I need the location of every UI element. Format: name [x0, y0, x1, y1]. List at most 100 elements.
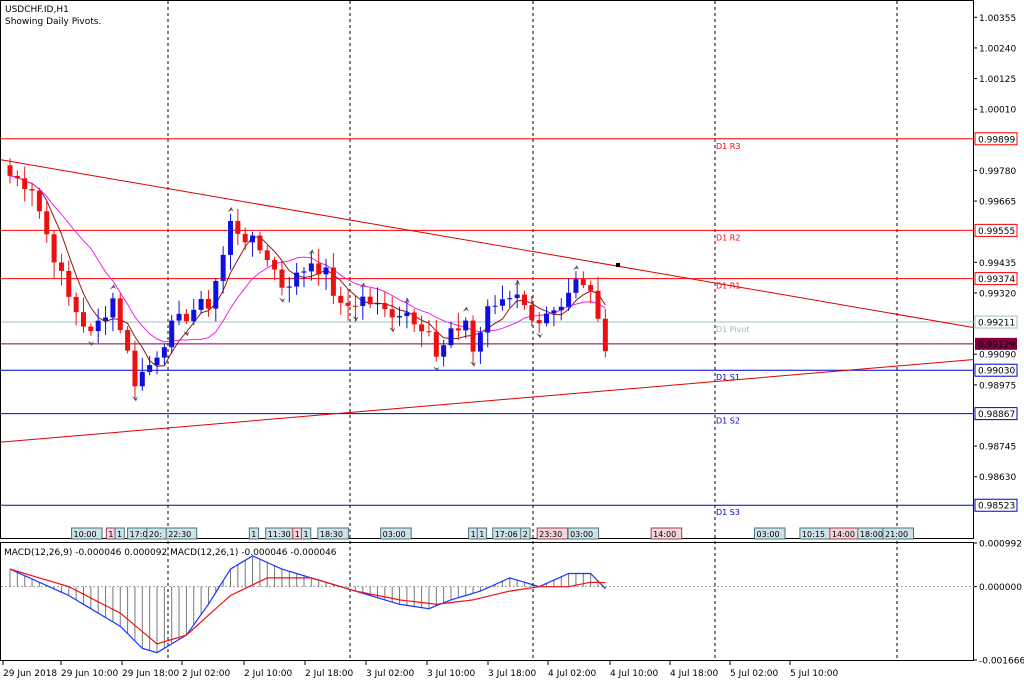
- candle-body: [110, 298, 116, 318]
- candle-body: [492, 305, 498, 307]
- trendline[interactable]: [0, 359, 975, 443]
- event-flag[interactable]: [165, 527, 198, 540]
- candle-body: [551, 310, 557, 314]
- candle-body: [132, 350, 138, 387]
- time-tick-label: 4 Jul 18:00: [670, 669, 719, 679]
- fractal-up-arrow: [572, 265, 579, 271]
- pivot-price-tag: [974, 498, 1018, 512]
- candle-body: [88, 326, 94, 332]
- fractal-up-arrow: [403, 298, 410, 304]
- pivot-label: D1 R2: [716, 233, 740, 242]
- candle-body: [426, 331, 432, 333]
- candle-body: [235, 220, 241, 234]
- candle-body: [338, 295, 344, 303]
- macd-tick-label: 0.000000: [979, 583, 1022, 593]
- event-flag[interactable]: [380, 527, 412, 540]
- pivot-price-label: 0.99555: [978, 227, 1015, 237]
- price-tick-label: 0.99665: [979, 198, 1016, 208]
- ma-fast-line: [9, 175, 606, 367]
- candle-body: [367, 296, 373, 305]
- candle-body: [36, 190, 42, 212]
- event-flag[interactable]: [650, 527, 683, 540]
- candle-body: [308, 263, 314, 272]
- event-flag[interactable]: [754, 527, 786, 540]
- pivot-label: D1 R1: [716, 282, 740, 291]
- time-tick-label: 5 Jul 02:00: [730, 669, 779, 679]
- pivot-price-tag: [974, 272, 1018, 286]
- price-tick-label: 0.98630: [979, 473, 1016, 483]
- candle-body: [125, 330, 131, 351]
- time-tick-label: 3 Jul 10:00: [427, 669, 476, 679]
- time-tick-label: 29 Jun 10:00: [61, 669, 118, 679]
- time-tick-label: 4 Jul 02:00: [548, 669, 597, 679]
- fractal-down-arrow: [131, 396, 138, 402]
- current-price-tag: [975, 337, 1017, 350]
- candle-body: [529, 305, 535, 321]
- candle-body: [558, 306, 564, 311]
- fractal-up-arrow: [462, 306, 469, 312]
- event-flag-label: 11:30: [268, 530, 291, 539]
- time-tick-label: 29 Jun 18:00: [122, 669, 179, 679]
- event-flag-label: 18:30: [320, 530, 343, 539]
- candle-body: [154, 357, 160, 366]
- trendline[interactable]: [0, 159, 975, 329]
- event-flag-label: 1: [108, 530, 113, 539]
- event-flag-label: 21:00: [885, 530, 908, 539]
- pivot-price-label: 0.99374: [978, 275, 1015, 285]
- price-tick-label: 0.99780: [979, 167, 1016, 177]
- candle-body: [397, 316, 403, 318]
- event-flag[interactable]: [567, 527, 600, 540]
- candle-body: [279, 269, 285, 288]
- ma-slow-line: [9, 175, 606, 343]
- pivot-price-label: 0.98523: [978, 502, 1015, 512]
- time-tick-label: 2 Jul 18:00: [305, 669, 354, 679]
- fractal-up-arrow: [109, 284, 116, 290]
- candle-body: [404, 312, 410, 317]
- candle-body: [485, 306, 491, 333]
- fractal-down-arrow: [536, 333, 543, 339]
- event-flag[interactable]: [71, 527, 103, 540]
- pivot-price-tag: [974, 407, 1018, 421]
- candle-body: [147, 365, 153, 372]
- candle-body: [257, 235, 263, 251]
- trendline-handle[interactable]: [616, 263, 620, 267]
- candle-body: [161, 347, 167, 358]
- candle-body: [411, 312, 417, 325]
- fractal-down-arrow: [352, 316, 359, 322]
- candle-body: [22, 178, 28, 190]
- pivot-label: D1 Pivot: [716, 325, 749, 334]
- macd-signal-line: [9, 568, 606, 645]
- event-flag-label: 1: [295, 530, 300, 539]
- pivot-price-tag: [974, 363, 1018, 377]
- event-flag[interactable]: [476, 527, 488, 540]
- macd-axis: 0.000992 0.000000 -0.001666: [974, 540, 1024, 667]
- event-flag[interactable]: [114, 527, 125, 540]
- candle-body: [66, 270, 72, 297]
- pivot-label: D1 R3: [716, 142, 740, 151]
- price-tick-label: 1.00125: [979, 75, 1016, 85]
- event-flag[interactable]: [520, 527, 531, 540]
- candle-body: [323, 267, 329, 275]
- event-flag-label: 1: [117, 530, 122, 539]
- event-flag[interactable]: [882, 527, 914, 540]
- price-tick-label: 0.98745: [979, 443, 1016, 453]
- symbol-title: USDCHF.ID,H1: [5, 5, 69, 15]
- moving-averages: [9, 175, 606, 367]
- time-tick-label: 3 Jul 18:00: [488, 669, 537, 679]
- event-flag[interactable]: [317, 527, 349, 540]
- candle-body: [7, 165, 13, 176]
- macd-header: MACD(12,26,9) -0.000046 0.000092 MACD(12…: [4, 548, 337, 558]
- event-flag-label: 03:00: [383, 530, 406, 539]
- candle-body: [213, 280, 219, 309]
- candle-body: [345, 302, 351, 306]
- candles: [7, 158, 608, 401]
- candle-body: [242, 233, 248, 243]
- event-flag[interactable]: [300, 527, 312, 540]
- time-tick-label: 2 Jul 02:00: [182, 669, 231, 679]
- fractal-down-arrow: [389, 327, 396, 333]
- trendlines[interactable]: [0, 159, 975, 443]
- candle-body: [595, 290, 601, 319]
- event-flag[interactable]: [248, 527, 260, 540]
